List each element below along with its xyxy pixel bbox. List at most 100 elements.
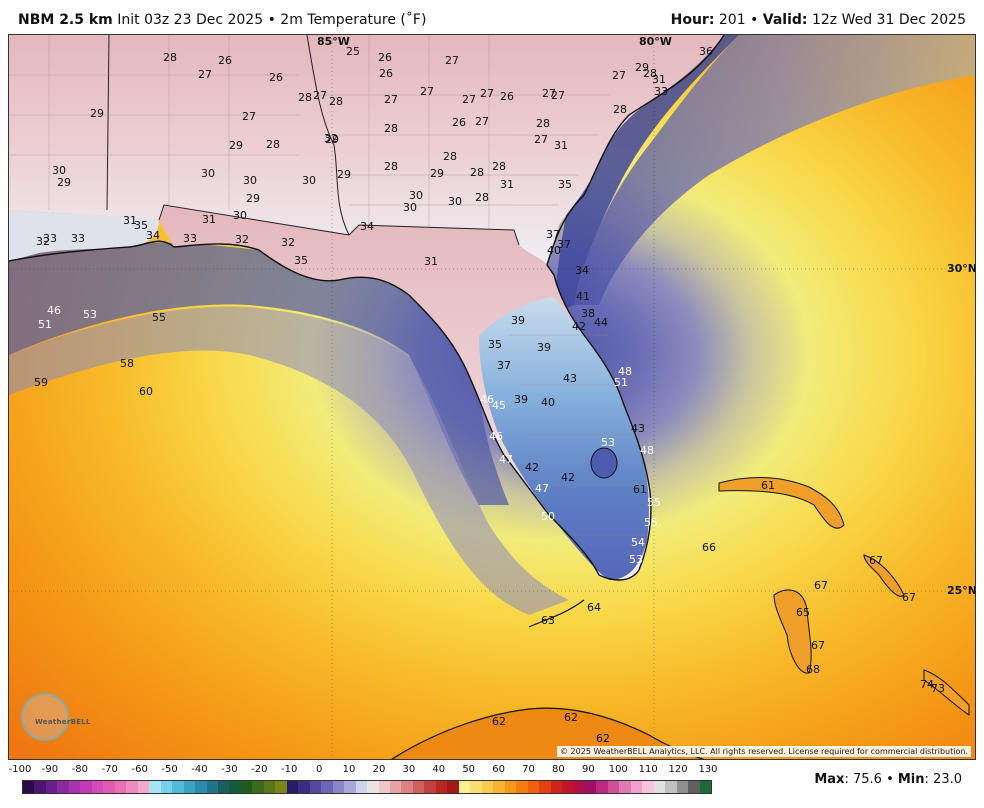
lon-label-80w: 80°W <box>639 35 672 48</box>
station-value: 29 <box>90 107 104 120</box>
scale-color-swatch <box>619 781 631 793</box>
station-value: 28 <box>643 67 657 80</box>
scale-tick-label: -40 <box>191 764 208 775</box>
station-value: 59 <box>34 376 48 389</box>
station-value: 58 <box>120 357 134 370</box>
station-value: 26 <box>218 54 232 67</box>
valid-value: 12z Wed 31 Dec 2025 <box>811 12 966 28</box>
station-value: 65 <box>796 606 810 619</box>
station-value: 27 <box>534 133 548 146</box>
station-value: 62 <box>492 715 506 728</box>
scale-color-swatch <box>332 781 345 793</box>
land-louisiana-coast <box>9 210 159 261</box>
border-al-fl <box>158 204 350 236</box>
max-label: Max <box>814 772 845 787</box>
island-eleuthera <box>863 554 905 597</box>
scale-color-swatch <box>160 781 173 793</box>
scale-color-swatch <box>424 781 436 793</box>
station-value: 55 <box>647 496 661 509</box>
scale-tick-label: 0 <box>315 764 323 775</box>
station-value: 37 <box>546 228 560 241</box>
station-value: 28 <box>475 191 489 204</box>
station-value: 51 <box>38 318 52 331</box>
station-value: 31 <box>202 213 216 226</box>
station-value: 32 <box>281 236 295 249</box>
scale-color-swatch <box>607 781 620 793</box>
scale-color-swatch <box>493 781 505 793</box>
land-bahamas <box>718 476 970 716</box>
scale-color-swatch <box>68 781 81 793</box>
station-value: 53 <box>601 436 615 449</box>
station-value: 30 <box>201 167 215 180</box>
station-value: 30 <box>52 164 66 177</box>
county-grid-peninsula <box>509 334 649 536</box>
station-value: 29 <box>325 133 339 146</box>
station-value: 28 <box>492 160 506 173</box>
scale-tick-label: 10 <box>342 764 356 775</box>
scale-tick-label: 30 <box>402 764 416 775</box>
peninsula-cold-core <box>479 297 649 580</box>
station-value: 47 <box>535 482 549 495</box>
scale-color-swatch <box>137 781 150 793</box>
station-value: 26 <box>452 116 466 129</box>
station-value: 37 <box>497 359 511 372</box>
gulf-cold-band <box>9 242 509 505</box>
gulf-mid-band <box>9 306 569 615</box>
station-value: 36 <box>699 45 713 58</box>
station-value: 68 <box>806 663 820 676</box>
station-value: 32 <box>36 235 50 248</box>
lake-okeechobee <box>590 447 618 479</box>
scale-color-swatch <box>401 781 413 793</box>
scale-color-swatch <box>447 781 459 793</box>
scale-color-swatch <box>275 781 287 793</box>
station-value: 43 <box>563 372 577 385</box>
scale-tick-label: 130 <box>698 764 718 775</box>
scale-color-swatch <box>596 781 608 793</box>
copyright-notice: © 2025 WeatherBELL Analytics, LLC. All r… <box>557 746 971 757</box>
map-panel[interactable]: 85°W 80°W 30°N 25°N 25 26 28 26 27 26 26 27 29 28… <box>8 34 976 760</box>
scale-color-swatch <box>309 781 322 793</box>
station-value: 42 <box>572 320 586 333</box>
station-value: 40 <box>547 244 561 257</box>
atlantic-gradient-band <box>574 35 975 305</box>
border-ms-la <box>106 35 110 211</box>
station-value: 31 <box>554 139 568 152</box>
station-value: 53 <box>629 553 643 566</box>
border-al-ga <box>306 35 350 236</box>
scale-color-swatch <box>344 781 356 793</box>
station-value: 47 <box>499 453 513 466</box>
scale-color-swatch <box>23 781 35 793</box>
station-value: 30 <box>243 174 257 187</box>
scale-tick-label: 40 <box>432 764 446 775</box>
scale-color-swatch <box>34 781 46 793</box>
station-value: 42 <box>525 461 539 474</box>
scale-color-swatch <box>367 781 379 793</box>
station-value: 34 <box>146 229 160 242</box>
station-value: 39 <box>511 314 525 327</box>
station-value: 27 <box>242 110 256 123</box>
scale-tick-label: 110 <box>638 764 658 775</box>
station-value: 62 <box>564 711 578 724</box>
scale-color-swatch <box>263 781 276 793</box>
station-value: 64 <box>587 601 601 614</box>
station-value: 44 <box>594 316 608 329</box>
scale-color-swatch <box>240 781 253 793</box>
station-value: 33 <box>654 85 668 98</box>
station-value: 46 <box>47 304 61 317</box>
scale-color-swatch <box>321 781 333 793</box>
logo-text: WeatherBELL <box>35 718 91 726</box>
county-lines <box>9 35 649 536</box>
max-min-readout: Max: 75.6 • Min: 23.0 <box>814 772 962 787</box>
scale-color-swatch <box>562 781 574 793</box>
station-value: 26 <box>269 71 283 84</box>
station-value: 29 <box>635 61 649 74</box>
station-value: 33 <box>43 232 57 245</box>
station-value: 41 <box>576 290 590 303</box>
scale-color-swatch <box>91 781 104 793</box>
station-value: 73 <box>931 682 945 695</box>
station-value: 55 <box>644 516 658 529</box>
scale-tick-label: 80 <box>552 764 565 775</box>
valid-label: Valid: <box>762 12 808 28</box>
station-value: 34 <box>575 264 589 277</box>
